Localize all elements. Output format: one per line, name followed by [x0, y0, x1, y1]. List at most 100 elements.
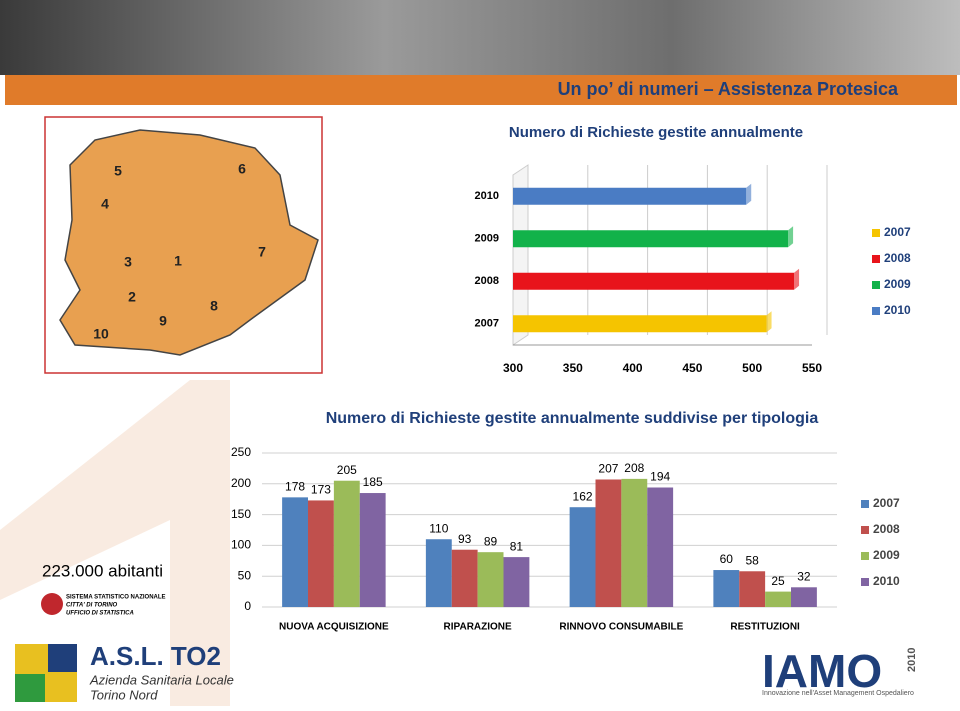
bar	[765, 591, 791, 607]
asl-logo: A.S.L. TO2 Azienda Sanitaria Locale Tori…	[15, 641, 234, 702]
bar	[739, 571, 766, 607]
legend-label: 2009	[873, 548, 900, 562]
value-label: 110	[429, 521, 448, 535]
y-tick-label: 250	[231, 445, 251, 459]
bar	[425, 539, 452, 607]
bar	[503, 557, 530, 607]
y-tick-label: 2010	[475, 190, 499, 202]
logo-mark	[48, 644, 77, 672]
y-tick-label: 100	[231, 538, 251, 552]
chart-title: Numero di Richieste gestite annualmente	[509, 124, 803, 141]
value-label: 93	[458, 532, 472, 546]
x-tick-label: RINNOVO CONSUMABILE	[559, 622, 683, 633]
logo-text: A.S.L. TO2	[90, 641, 221, 671]
value-label: 194	[650, 470, 670, 484]
legend-swatch	[861, 500, 869, 508]
legend-swatch	[872, 281, 880, 289]
y-tick-label: 150	[231, 507, 251, 521]
x-tick-label: RESTITUZIONI	[730, 622, 800, 633]
logo-text: 2010	[906, 648, 918, 672]
bar	[569, 507, 596, 607]
legend-swatch	[872, 307, 880, 315]
bar	[791, 587, 817, 607]
value-label: 185	[363, 475, 383, 489]
logo-text: SISTEMA STATISTICO NAZIONALE	[66, 595, 166, 601]
y-tick-label: 0	[244, 599, 251, 613]
background-numeral	[0, 380, 230, 706]
y-tick-label: 2009	[475, 233, 499, 245]
value-label: 173	[311, 483, 331, 497]
district-label: 8	[210, 298, 218, 314]
value-label: 208	[624, 461, 644, 475]
logo-text: IAMO	[762, 645, 882, 697]
logo-text: Torino Nord	[90, 687, 158, 702]
value-label: 162	[573, 489, 593, 503]
value-label: 81	[510, 539, 524, 553]
slide-title: Un po’ di numeri – Assistenza Protesica	[558, 79, 899, 99]
legend-label: 2008	[884, 251, 911, 265]
bar	[359, 493, 386, 607]
legend-label: 2008	[873, 522, 900, 536]
y-tick-label: 2007	[475, 318, 499, 330]
bar-side	[766, 311, 772, 333]
iamo-logo: IAMO 2010 Innovazione nell'Asset Managem…	[762, 645, 918, 697]
bar	[595, 479, 622, 607]
legend-swatch	[861, 578, 869, 586]
district-label: 6	[238, 161, 246, 177]
bar	[647, 487, 674, 607]
y-tick-label: 200	[231, 476, 251, 490]
value-label: 205	[337, 463, 357, 477]
district-label: 2	[128, 289, 136, 305]
value-label: 207	[598, 462, 618, 476]
district-label: 9	[159, 313, 167, 329]
title-band	[5, 75, 957, 105]
legend-swatch	[861, 552, 869, 560]
bar	[513, 187, 747, 205]
map	[59, 129, 319, 356]
x-tick-label: 350	[563, 361, 583, 375]
x-tick-label: 500	[742, 361, 762, 375]
district-label: 5	[114, 163, 122, 179]
value-label: 25	[771, 574, 785, 588]
value-label: 32	[797, 569, 811, 583]
logo-text: CITTA' DI TORINO	[66, 603, 118, 609]
legend-label: 2010	[884, 303, 911, 317]
district-label: 3	[124, 254, 132, 270]
logo-mark	[41, 593, 63, 615]
x-tick-label: 300	[503, 361, 523, 375]
population: 223.000 abitanti	[42, 561, 163, 580]
legend-label: 2010	[873, 574, 900, 588]
legend-swatch	[861, 526, 869, 534]
y-tick-label: 2008	[475, 275, 499, 287]
bar	[477, 552, 504, 607]
logo-text: Innovazione nell'Asset Management Ospeda…	[762, 690, 914, 697]
x-tick-label: 400	[623, 361, 643, 375]
bar	[713, 570, 740, 607]
bar	[513, 230, 789, 248]
x-tick-label: NUOVA ACQUISIZIONE	[279, 622, 389, 633]
bar	[621, 478, 648, 607]
value-label: 60	[720, 552, 734, 566]
legend-label: 2009	[884, 277, 911, 291]
legend-swatch	[872, 255, 880, 263]
legend-label: 2007	[873, 496, 900, 510]
bar	[308, 500, 334, 607]
x-tick-label: 550	[802, 361, 822, 375]
x-tick-label: RIPARAZIONE	[444, 622, 512, 633]
district-label: 4	[101, 196, 109, 212]
chart-title: Numero di Richieste gestite annualmente …	[326, 410, 819, 427]
bar	[282, 497, 308, 607]
value-label: 178	[285, 480, 305, 494]
x-tick-label: 450	[682, 361, 702, 375]
district-label: 7	[258, 244, 266, 260]
legend-swatch	[872, 229, 880, 237]
bar	[333, 480, 360, 607]
logo-text: UFFICIO DI STATISTICA	[66, 611, 134, 617]
value-label: 89	[484, 534, 498, 548]
district-label: 10	[93, 326, 109, 342]
istat-logo: SISTEMA STATISTICO NAZIONALE CITTA' DI T…	[41, 593, 166, 617]
bar-side	[788, 226, 794, 248]
legend-label: 2007	[884, 225, 911, 239]
value-label: 58	[746, 553, 760, 567]
